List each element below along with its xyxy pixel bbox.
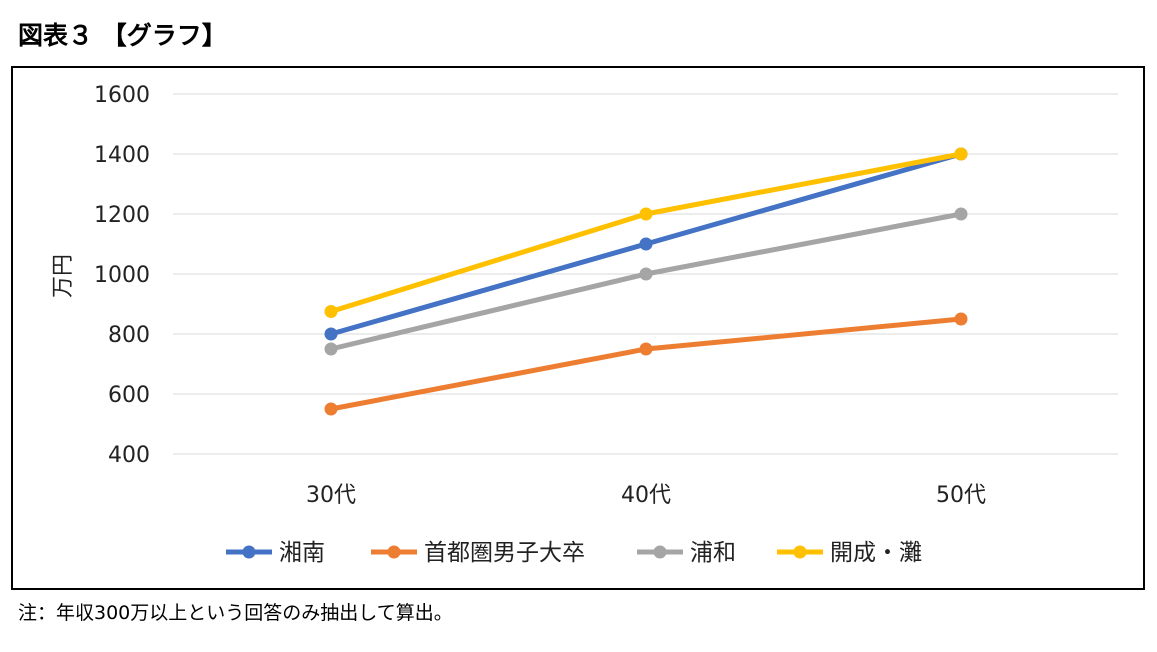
legend-label: 開成・灘 xyxy=(830,540,922,566)
series-line-group xyxy=(324,147,968,318)
y-tick-label: 600 xyxy=(108,383,150,408)
y-tick-label: 1400 xyxy=(94,143,150,168)
chart-frame xyxy=(11,66,1145,590)
series-line xyxy=(328,316,964,412)
legend-swatch-marker xyxy=(387,545,401,559)
x-tick-label: 30代 xyxy=(306,483,356,508)
legend-item: 開成・灘 xyxy=(777,540,922,566)
series xyxy=(324,147,968,416)
figure-title: 図表３ 【グラフ】 xyxy=(18,21,227,50)
legend-swatch-marker xyxy=(653,545,667,559)
legend-item: 首都圏男子大卒 xyxy=(371,540,585,566)
data-point xyxy=(639,207,653,221)
y-tick-label: 800 xyxy=(108,323,150,348)
data-point xyxy=(639,237,653,251)
legend: 湘南 首都圏男子大卒 浦和 開成・灘 xyxy=(226,540,922,566)
series-line-group xyxy=(324,207,968,356)
data-point xyxy=(324,327,338,341)
series-line-group xyxy=(324,147,968,341)
data-point xyxy=(954,147,968,161)
legend-swatch-marker xyxy=(242,545,256,559)
legend-item: 浦和 xyxy=(637,540,736,566)
legend-swatch-marker xyxy=(793,545,807,559)
legend-label: 湘南 xyxy=(279,540,325,566)
y-axis-ticks: 400 600 800 1000 1200 1400 1600 xyxy=(94,83,150,468)
x-tick-label: 50代 xyxy=(936,483,986,508)
data-point xyxy=(324,402,338,416)
y-tick-label: 400 xyxy=(108,443,150,468)
y-tick-label: 1000 xyxy=(94,263,150,288)
data-point xyxy=(954,312,968,326)
x-tick-label: 40代 xyxy=(621,483,671,508)
data-point xyxy=(639,342,653,356)
x-axis-ticks: 30代 40代 50代 xyxy=(306,483,986,508)
data-point xyxy=(639,267,653,281)
y-axis-label: 万円 xyxy=(51,254,76,298)
data-point xyxy=(324,342,338,356)
data-point xyxy=(954,207,968,221)
y-tick-label: 1600 xyxy=(94,83,150,108)
data-point xyxy=(324,305,338,318)
y-tick-label: 1200 xyxy=(94,203,150,228)
footnote: 注：年収300万以上という回答のみ抽出して算出。 xyxy=(18,602,453,624)
legend-item: 湘南 xyxy=(226,540,325,566)
legend-label: 首都圏男子大卒 xyxy=(424,540,585,566)
legend-label: 浦和 xyxy=(690,540,736,566)
series-line-group xyxy=(324,312,968,416)
